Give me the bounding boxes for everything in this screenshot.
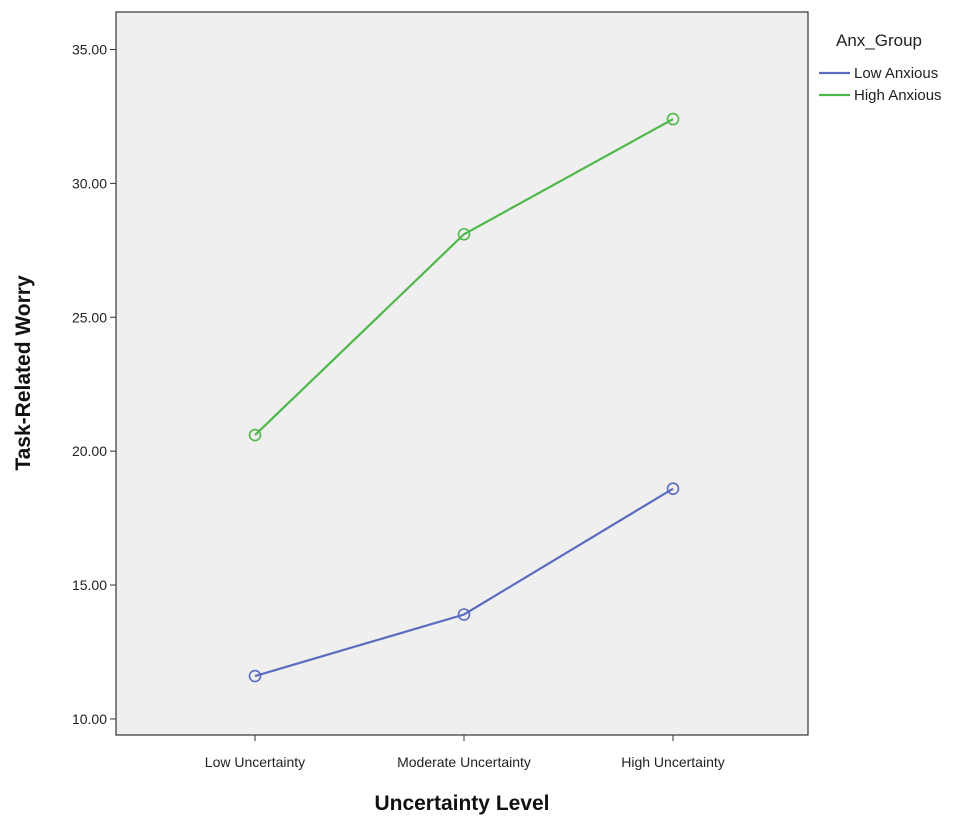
y-tick-label: 20.00 [72, 443, 107, 459]
series-layer [248, 112, 680, 683]
legend-label: Low Anxious [854, 65, 938, 82]
x-tick-label: High Uncertainty [621, 754, 725, 770]
plot-area [115, 11, 809, 736]
y-tick-label: 30.00 [72, 175, 107, 191]
series-low-anxious [248, 482, 680, 683]
legend: Anx_Group Low Anxious High Anxious [819, 31, 942, 104]
x-tick-label: Low Uncertainty [205, 754, 305, 770]
x-tick-label: Moderate Uncertainty [397, 754, 531, 770]
series-line [254, 118, 674, 436]
y-tick-label: 10.00 [72, 711, 107, 727]
x-axis: Low Uncertainty Moderate Uncertainty High … [205, 735, 725, 770]
series-line [254, 487, 674, 678]
y-axis: 10.00 15.00 20.00 25.00 30.00 35.00 [72, 41, 116, 727]
y-tick-label: 15.00 [72, 577, 107, 593]
legend-title: Anx_Group [836, 31, 922, 50]
data-point [248, 669, 262, 683]
y-axis-title: Task-Related Worry [12, 275, 35, 471]
data-point [457, 227, 471, 241]
y-tick-label: 35.00 [72, 41, 107, 57]
x-axis-title: Uncertainty Level [374, 792, 549, 815]
data-point [666, 482, 680, 495]
data-point [457, 608, 471, 621]
y-tick-label: 25.00 [72, 309, 107, 325]
series-high-anxious [248, 112, 680, 442]
data-point [248, 428, 262, 442]
legend-label: High Anxious [854, 87, 942, 104]
data-point [666, 112, 680, 126]
